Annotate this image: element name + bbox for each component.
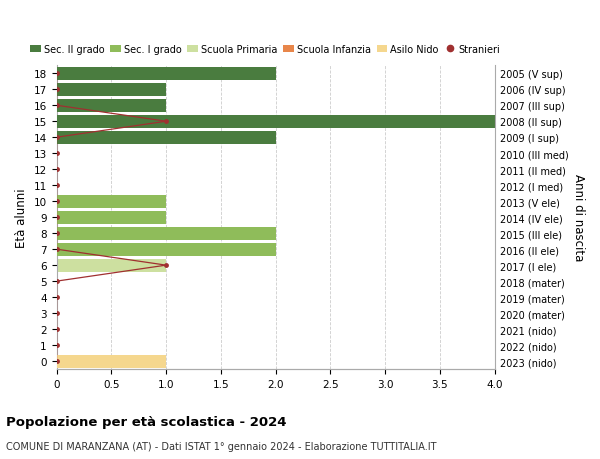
Legend: Sec. II grado, Sec. I grado, Scuola Primaria, Scuola Infanzia, Asilo Nido, Stran: Sec. II grado, Sec. I grado, Scuola Prim…	[26, 41, 504, 58]
Y-axis label: Anni di nascita: Anni di nascita	[572, 174, 585, 261]
Bar	[56, 100, 166, 112]
Y-axis label: Età alunni: Età alunni	[15, 188, 28, 247]
Text: Popolazione per età scolastica - 2024: Popolazione per età scolastica - 2024	[6, 415, 287, 428]
Bar	[56, 195, 166, 208]
Bar	[56, 243, 275, 256]
Bar	[56, 131, 275, 145]
Bar	[56, 355, 166, 368]
Text: COMUNE DI MARANZANA (AT) - Dati ISTAT 1° gennaio 2024 - Elaborazione TUTTITALIA.: COMUNE DI MARANZANA (AT) - Dati ISTAT 1°…	[6, 441, 437, 451]
Bar	[56, 211, 166, 224]
Bar	[56, 195, 166, 208]
Bar	[56, 84, 166, 96]
Bar	[56, 243, 275, 256]
Bar	[56, 211, 166, 224]
Bar	[56, 227, 275, 240]
Bar	[56, 259, 166, 272]
Bar	[56, 115, 495, 129]
Bar	[56, 227, 275, 240]
Bar	[56, 67, 275, 81]
